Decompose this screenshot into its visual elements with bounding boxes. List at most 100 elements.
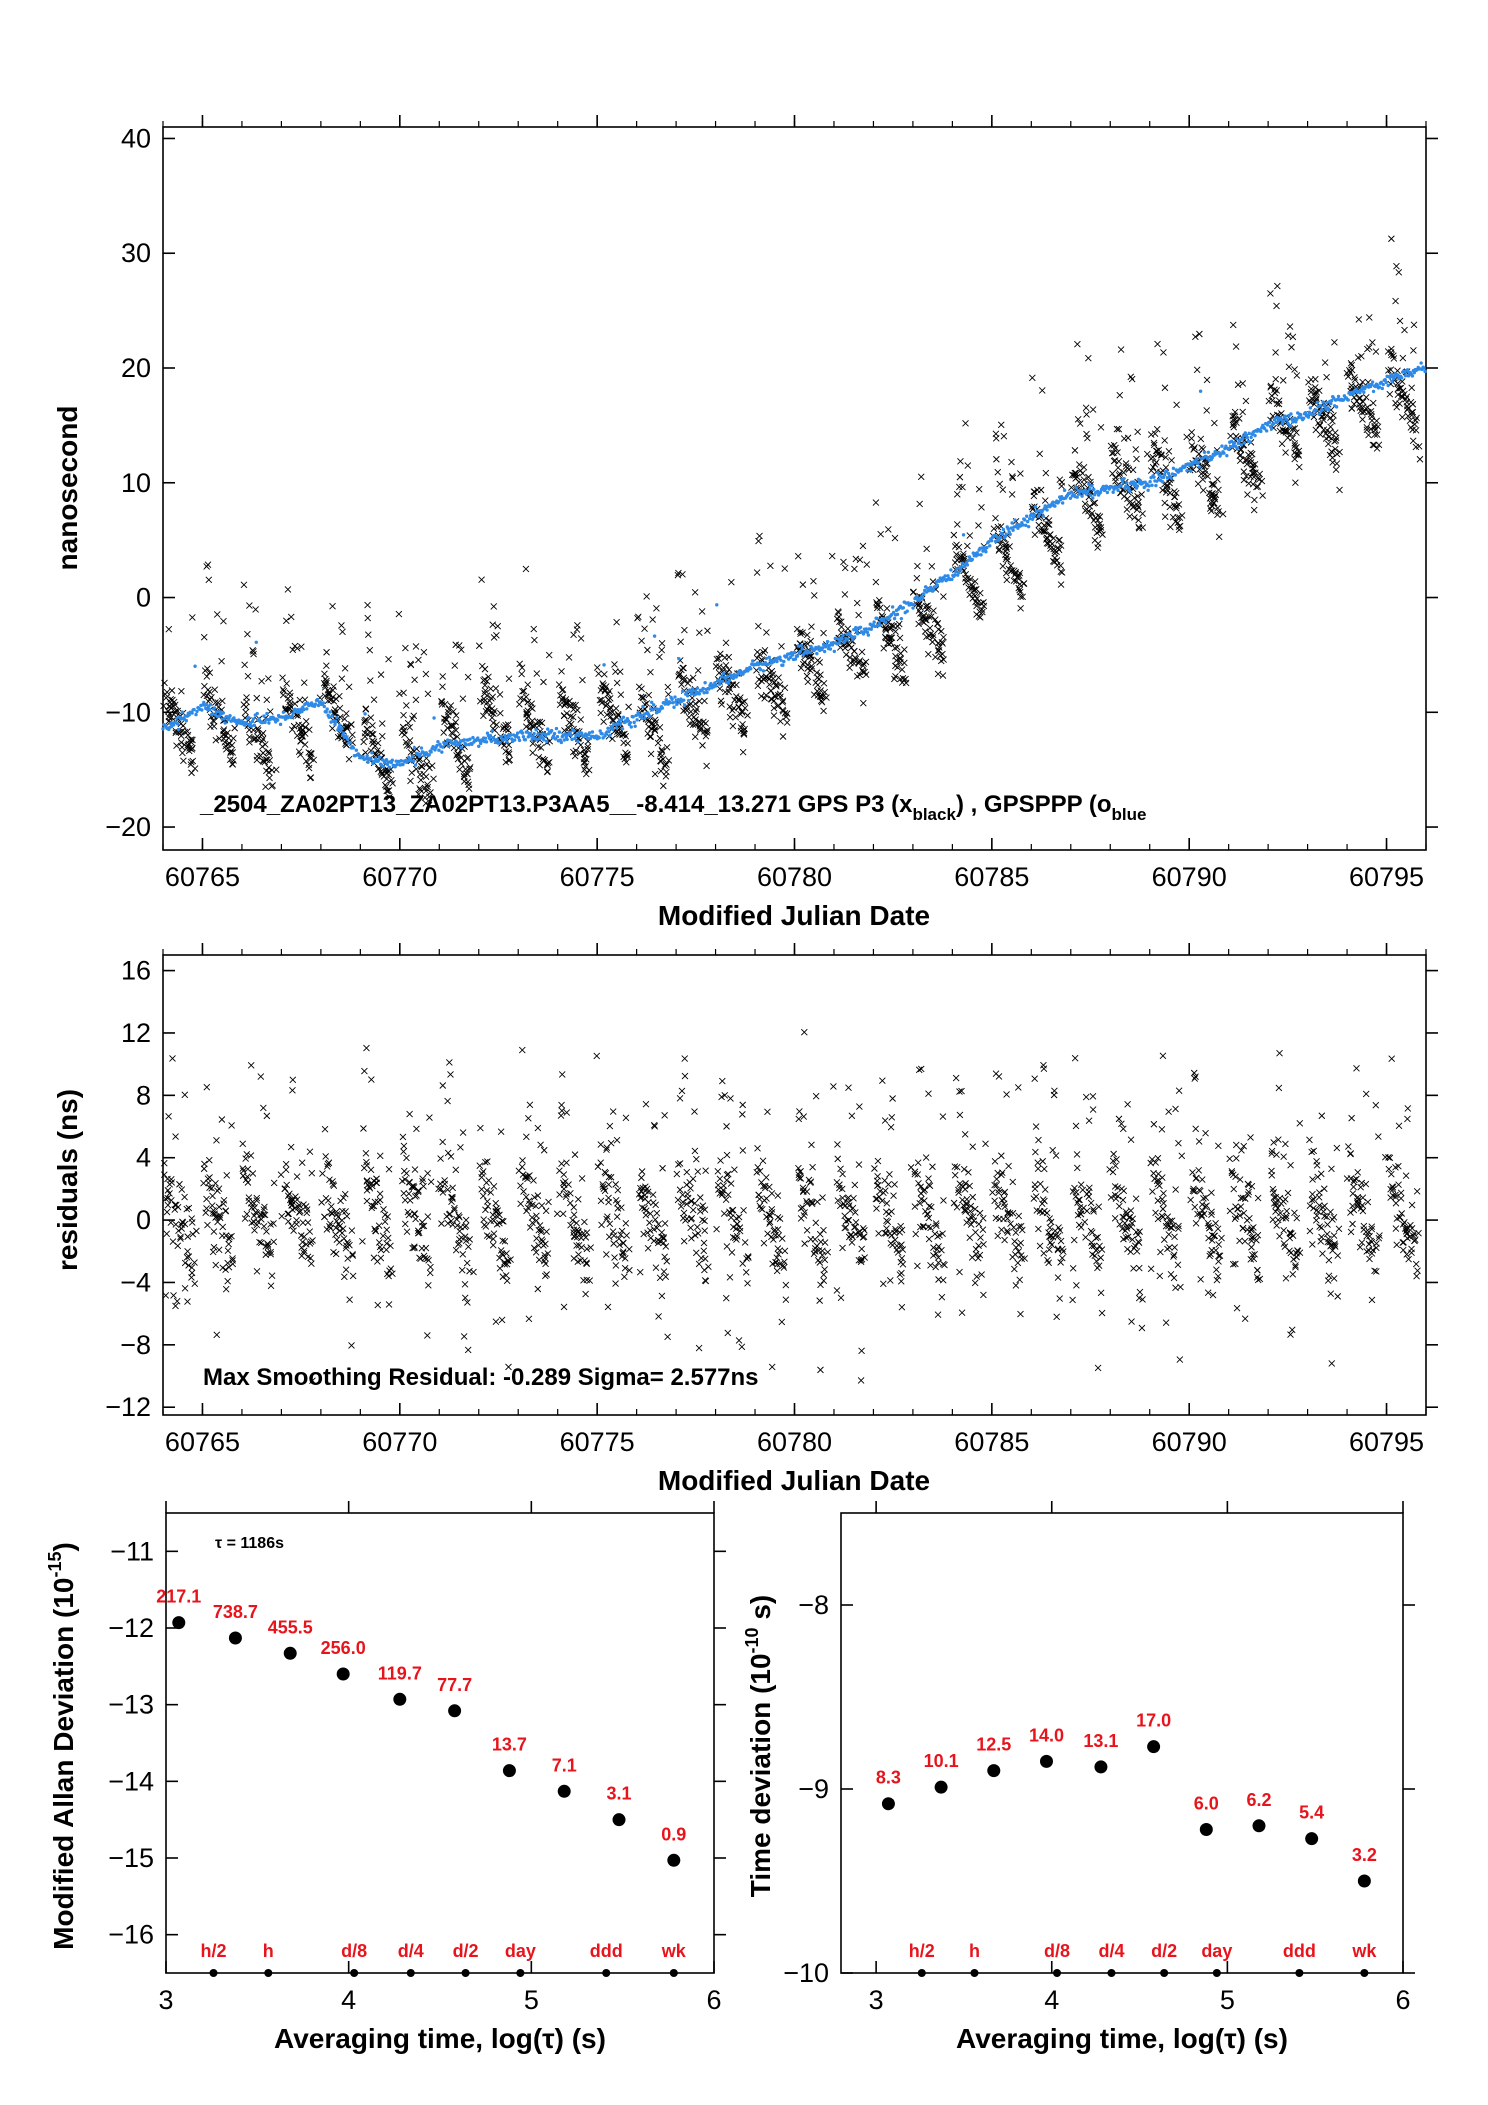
- gps-p3-point: [567, 720, 575, 728]
- gps-p3-point: [1273, 302, 1280, 310]
- residual-point: [438, 1220, 445, 1227]
- residual-point: [701, 1227, 709, 1235]
- gpsppp-point: [512, 738, 517, 742]
- residual-point: [1094, 1233, 1102, 1241]
- residual-point: [1122, 1234, 1130, 1241]
- residual-point: [601, 1168, 609, 1176]
- gps-p3-point: [855, 611, 862, 619]
- residual-point: [343, 1212, 351, 1220]
- residual-point: [857, 1258, 865, 1266]
- gps-p3-point: [1251, 460, 1259, 468]
- residual-point: [216, 1211, 223, 1219]
- residual-point: [991, 1197, 998, 1205]
- gps-p3-point: [439, 673, 447, 680]
- gps-p3-point: [717, 650, 724, 658]
- residual-point: [871, 1165, 878, 1172]
- gpsppp-point: [1027, 517, 1032, 521]
- residual-point: [1031, 1185, 1039, 1193]
- gps-p3-point: [999, 562, 1007, 570]
- residual-point: [778, 1235, 786, 1242]
- gps-p3-point: [820, 707, 827, 715]
- gps-p3-point: [975, 485, 983, 493]
- gps-p3-point: [516, 660, 524, 668]
- gps-p3-point: [291, 700, 299, 707]
- gps-p3-point: [321, 681, 329, 689]
- gpsppp-point: [1267, 420, 1272, 424]
- residual-point: [487, 1189, 495, 1196]
- residual-point: [223, 1171, 231, 1179]
- gpsppp-point: [837, 641, 841, 645]
- gps-p3-point: [915, 601, 923, 609]
- gps-p3-point: [896, 634, 904, 642]
- residual-point: [558, 1107, 566, 1114]
- gpsppp-point: [1249, 435, 1253, 440]
- gpsppp-point: [436, 740, 440, 744]
- gps-p3-point: [1199, 476, 1207, 483]
- gps-p3-point: [1392, 297, 1399, 305]
- residual-point: [519, 1157, 526, 1164]
- gpsppp-point: [1320, 408, 1324, 412]
- annotation-mid: ) , GPSPPP (o: [956, 791, 1112, 818]
- residual-point: [371, 1198, 379, 1206]
- gps-p3-point: [603, 711, 611, 718]
- gps-p3-point: [339, 628, 346, 636]
- gps-p3-point: [804, 678, 812, 686]
- residual-point: [735, 1213, 743, 1221]
- residual-point: [660, 1234, 667, 1241]
- gps-p3-point: [533, 670, 541, 677]
- gps-p3-point: [605, 696, 613, 704]
- residual-point: [459, 1129, 467, 1136]
- residual-point: [333, 1211, 341, 1218]
- gpsppp-point: [174, 716, 179, 720]
- residual-point: [661, 1253, 669, 1261]
- residual-point: [363, 1158, 370, 1166]
- gps-p3-point: [1373, 431, 1381, 438]
- gpsppp-point: [1053, 504, 1057, 508]
- gpsppp-point: [689, 691, 694, 696]
- residual-point: [520, 1188, 527, 1195]
- gpsppp-point: [782, 659, 786, 664]
- gps-p3-point: [1369, 441, 1377, 449]
- residual-point: [478, 1185, 485, 1193]
- gps-p3-point: [992, 514, 999, 522]
- residual-point: [1124, 1233, 1132, 1241]
- residual-point: [994, 1232, 1002, 1240]
- residual-point: [1096, 1242, 1103, 1250]
- gpsppp-point: [788, 655, 793, 660]
- gpsppp-point: [956, 570, 961, 575]
- residual-point: [200, 1165, 208, 1173]
- residual-point: [293, 1196, 301, 1204]
- gps-p3-point: [1333, 460, 1341, 467]
- gpsppp-point: [470, 742, 474, 746]
- residual-point: [306, 1240, 314, 1247]
- residual-point: [222, 1266, 229, 1274]
- gpsppp-point: [873, 624, 877, 629]
- gps-p3-point: [617, 691, 625, 698]
- residual-point: [644, 1245, 652, 1252]
- residual-point: [756, 1195, 763, 1203]
- residual-point: [1057, 1237, 1065, 1245]
- residual-point: [809, 1163, 816, 1171]
- residual-point: [203, 1205, 210, 1212]
- residual-point: [1010, 1224, 1018, 1231]
- residual-point: [756, 1202, 764, 1210]
- gpsppp-point: [798, 649, 803, 654]
- gpsppp-point: [557, 730, 562, 734]
- residual-point: [932, 1263, 939, 1271]
- gps-p3-point: [534, 718, 542, 726]
- gps-p3-point: [231, 724, 239, 732]
- gps-p3-point: [1017, 470, 1024, 477]
- gpsppp-point: [321, 701, 326, 705]
- gpsppp-point: [815, 651, 819, 656]
- gps-p3-point: [1160, 349, 1167, 356]
- gps-p3-point: [448, 729, 455, 736]
- gpsppp-point: [330, 714, 334, 718]
- gpsppp-point: [387, 765, 392, 769]
- gps-p3-point: [775, 674, 782, 681]
- gpsppp-point: [652, 634, 657, 638]
- gps-p3-point: [289, 646, 297, 654]
- residual-point: [247, 1062, 255, 1069]
- residual-point: [298, 1159, 306, 1166]
- gps-p3-point: [1075, 478, 1083, 486]
- gpsppp-point: [572, 729, 576, 733]
